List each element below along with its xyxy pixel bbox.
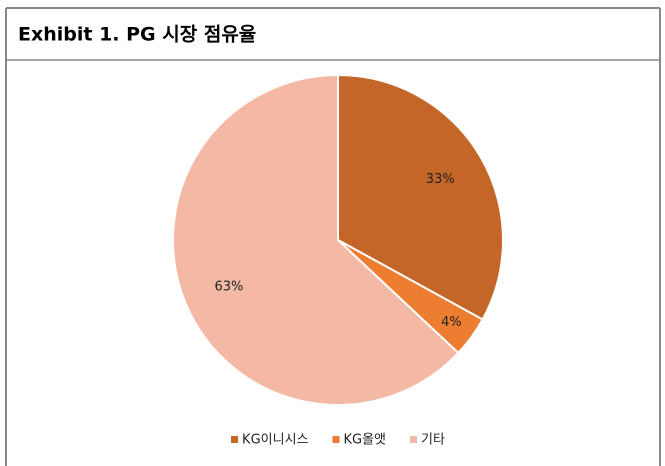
legend-swatch [231,436,239,443]
data-label: 63% [215,280,244,295]
data-label: 4% [441,315,462,330]
legend-label: KG올앳 [344,433,387,448]
frame [5,7,661,466]
legend-label: 기타 [421,433,445,448]
legend-swatch [332,436,340,443]
pie-slice [172,73,460,406]
data-label: 33% [426,172,455,187]
legend-label: KG이니시스 [242,433,308,448]
chart-title: Exhibit 1. PG 시장 점유율 [18,24,256,46]
pie-slice [337,73,504,321]
legend-swatch [410,436,418,443]
